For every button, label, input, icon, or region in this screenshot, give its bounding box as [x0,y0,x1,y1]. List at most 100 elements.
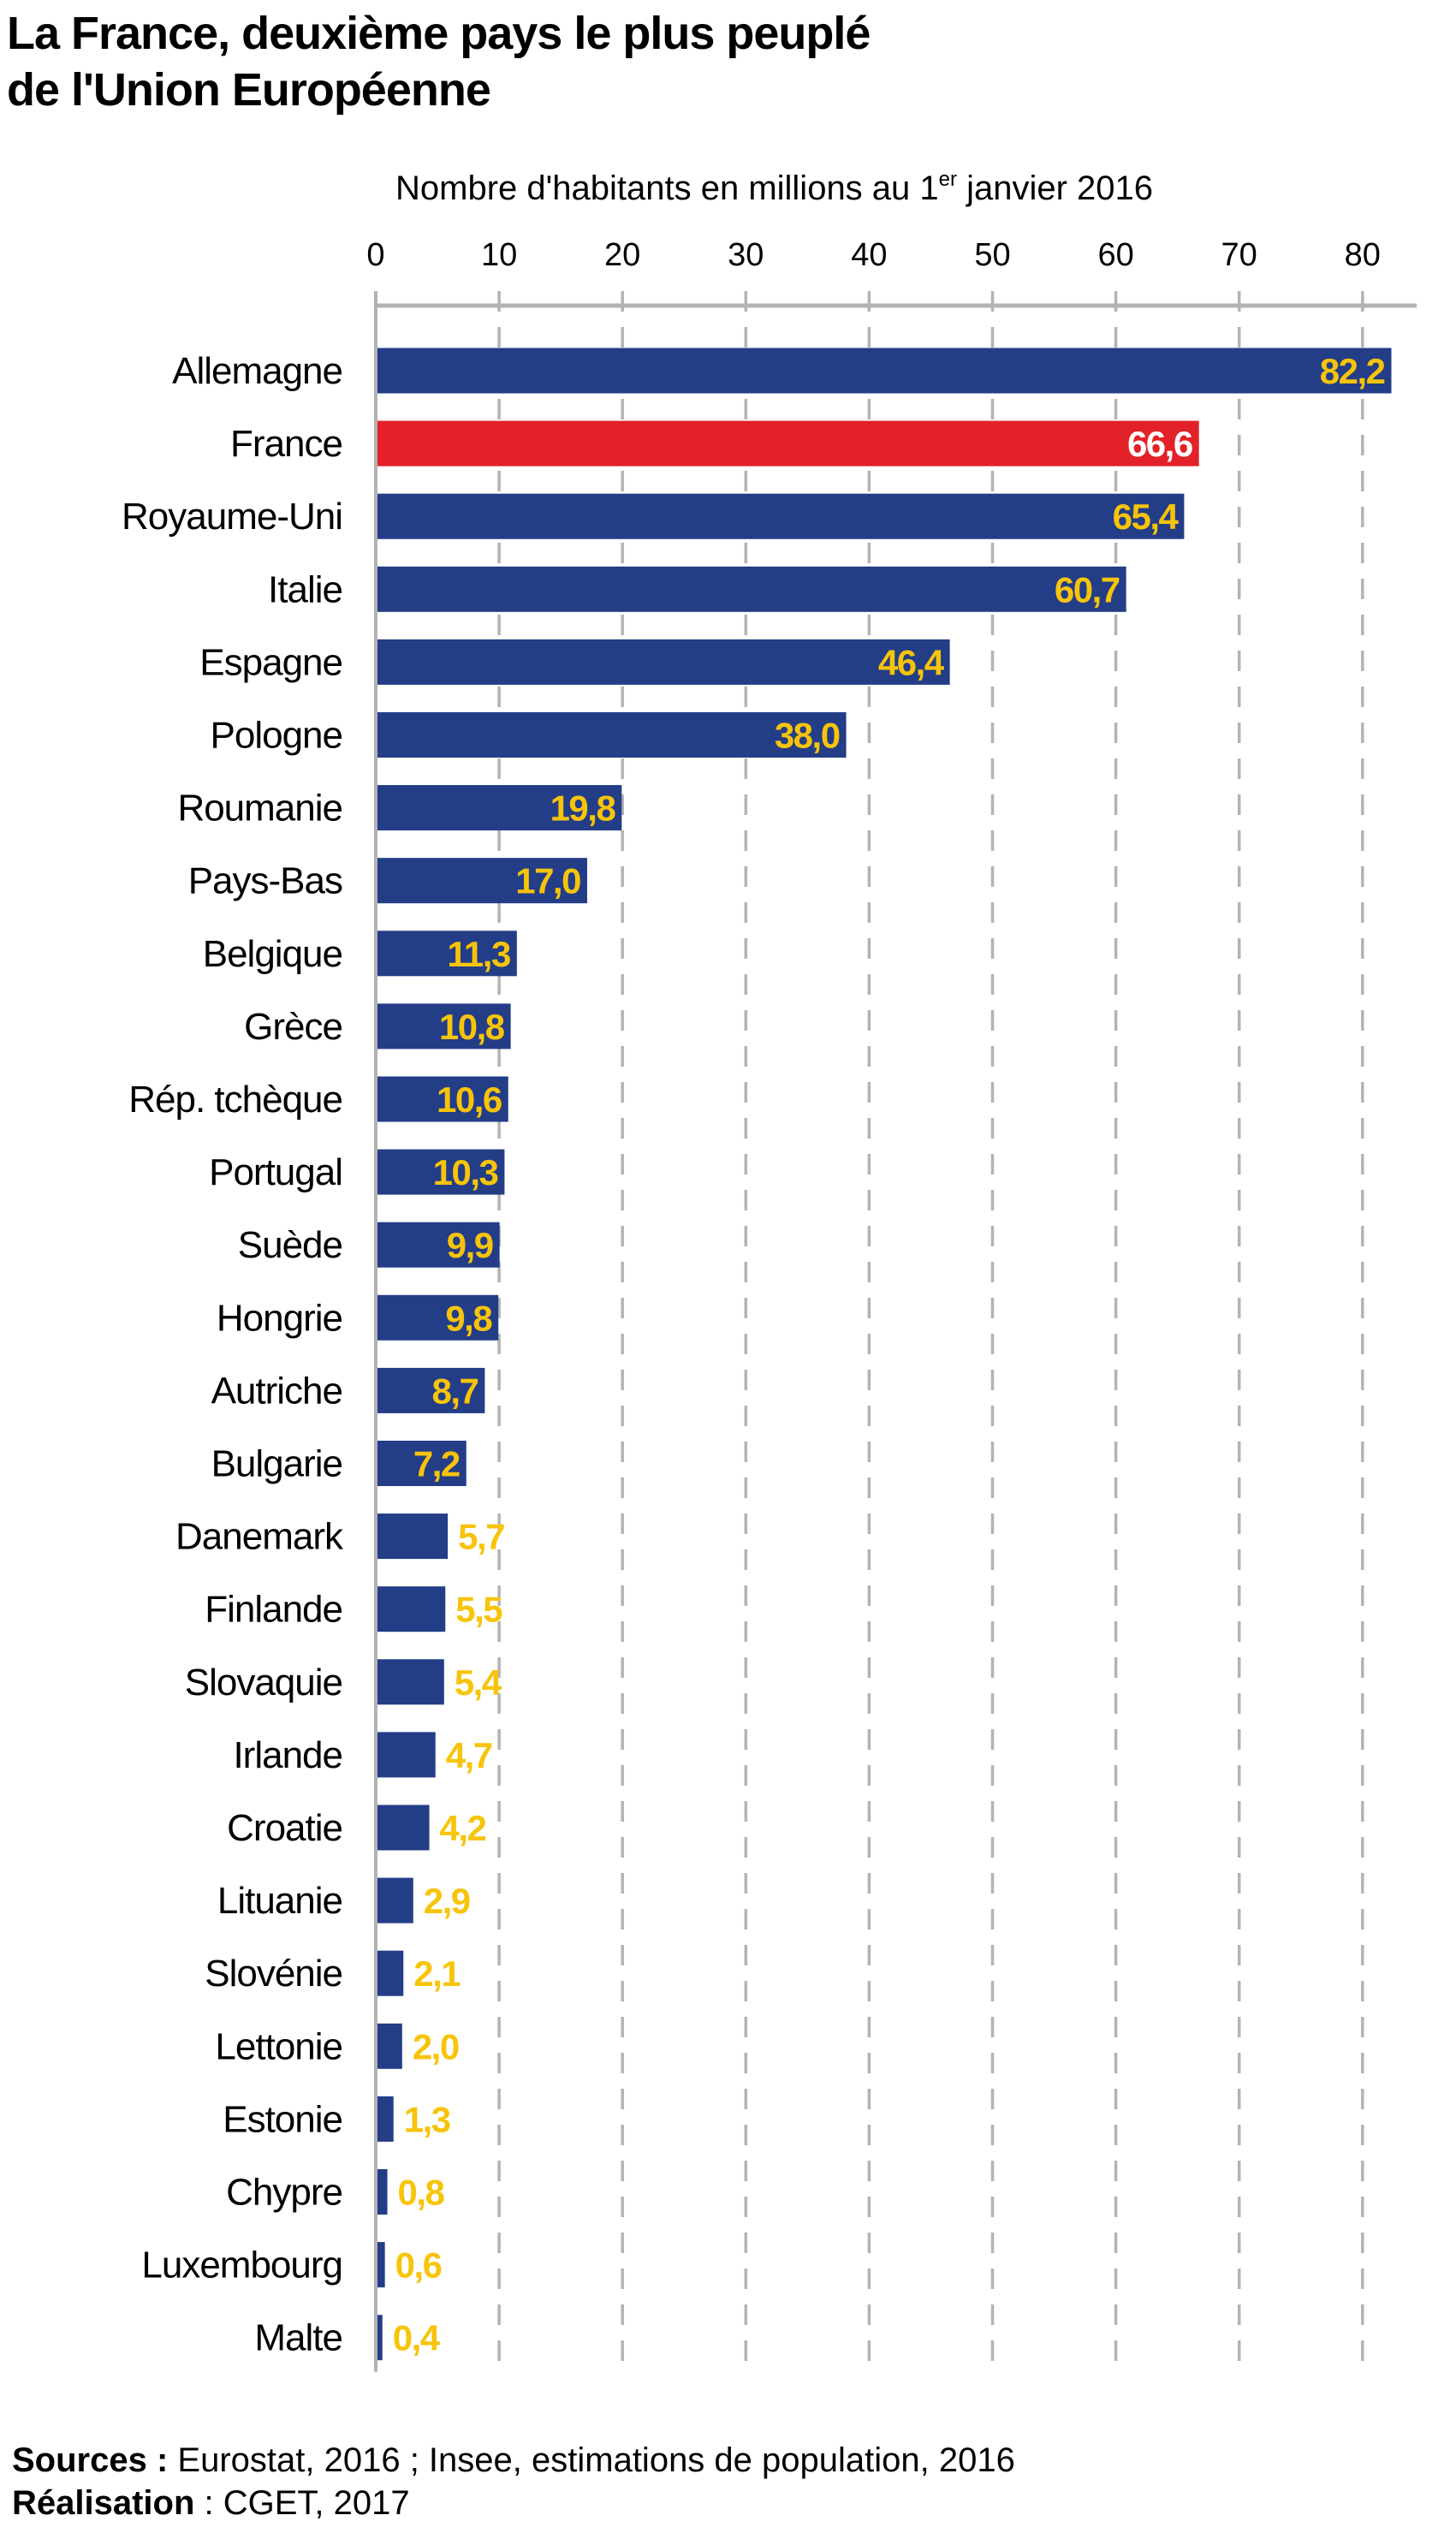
bar-24 [377,2096,394,2142]
x-tick-label-40: 40 [851,237,887,273]
value-label-14: 8,7 [431,1371,478,1411]
bar-20 [377,1805,430,1851]
chart-title-line-2: de l'Union Européenne [7,64,491,116]
bar-14 [377,1367,485,1413]
category-label-15: Bulgarie [211,1443,342,1485]
bar-chart: 0 10 20 30 40 50 60 70 80 Allemagne 82,2 France 66,6… [122,237,1417,2372]
value-label-27: 0,4 [393,2318,441,2358]
bar-6 [377,785,622,831]
x-tick-label-0: 0 [366,237,384,273]
category-label-6: Roumanie [177,788,342,829]
category-label-7: Pays-Bas [188,860,342,902]
category-label-0: Allemagne [172,350,342,392]
x-axis-title-text-end: janvier 2016 [957,169,1154,207]
bar-25 [377,2169,388,2215]
value-label-25: 0,8 [398,2173,445,2213]
category-label-24: Estonie [223,2098,342,2140]
x-tick-label-60: 60 [1097,237,1133,273]
category-label-22: Slovénie [205,1953,342,1995]
value-label-10: 10,6 [437,1079,502,1120]
bar-23 [377,2023,402,2069]
category-label-4: Espagne [199,641,342,683]
category-label-2: Royaume-Uni [122,496,342,538]
bar-12 [377,1222,500,1268]
category-label-9: Grèce [244,1006,342,1048]
realisation-text: : CGET, 2017 [194,2484,410,2522]
x-axis-title-superscript: er [938,168,957,191]
category-label-11: Portugal [209,1151,342,1193]
bar-2 [377,493,1185,539]
value-label-3: 60,7 [1055,569,1120,609]
category-label-14: Autriche [211,1370,342,1412]
bar-11 [377,1149,505,1195]
x-axis-title-text: Nombre d'habitants en millions au 1 [395,169,939,207]
value-label-8: 11,3 [447,934,510,974]
value-label-6: 19,8 [550,788,616,829]
bar-17 [377,1586,446,1632]
sources-note: Sources : Eurostat, 2016 ; Insee, estima… [12,2441,1015,2480]
value-label-13: 9,8 [445,1298,492,1338]
bar-10 [377,1076,508,1122]
bar-0 [377,348,1392,394]
bar-21 [377,1877,413,1924]
value-label-23: 2,0 [413,2026,459,2066]
category-label-26: Luxembourg [141,2245,342,2286]
category-label-1: France [230,423,342,465]
bar-15 [377,1441,467,1486]
value-label-22: 2,1 [413,1953,461,1994]
x-tick-label-50: 50 [974,237,1010,273]
x-tick-label-10: 10 [481,237,517,273]
category-label-12: Suède [238,1224,342,1266]
value-label-12: 9,9 [447,1225,493,1265]
value-label-20: 4,2 [440,1808,486,1848]
value-label-15: 7,2 [413,1444,460,1484]
x-tick-label-20: 20 [604,237,640,273]
value-label-11: 10,3 [433,1152,498,1192]
category-label-5: Pologne [211,715,342,757]
category-label-25: Chypre [226,2172,342,2214]
category-label-13: Hongrie [217,1297,342,1339]
value-label-4: 46,4 [878,642,945,682]
value-label-5: 38,0 [775,716,840,756]
value-label-1: 66,6 [1127,424,1192,464]
value-label-2: 65,4 [1113,496,1180,537]
value-label-24: 1,3 [404,2099,450,2139]
sources-text: Eurostat, 2016 ; Insee, estimations de p… [168,2441,1015,2479]
bar-18 [377,1659,444,1705]
sources-label: Sources : [12,2441,169,2479]
x-tick-label-80: 80 [1345,237,1381,273]
category-label-19: Irlande [233,1734,342,1776]
value-label-17: 5,5 [455,1590,502,1630]
chart-title-line-1: La France, deuxième pays le plus peuplé [7,8,871,59]
category-label-27: Malte [254,2317,342,2359]
bar-16 [377,1513,449,1560]
category-label-21: Lituanie [217,1880,342,1922]
bar-13 [377,1294,499,1341]
bar-8 [377,931,517,977]
realisation-label: Réalisation [12,2484,195,2522]
value-label-19: 4,7 [446,1735,492,1775]
value-label-26: 0,6 [395,2245,442,2286]
bar-4 [377,639,950,685]
chart-title: La France, deuxième pays le plus peuplé … [7,5,871,118]
category-label-18: Slovaquie [185,1662,342,1704]
bar-3 [377,566,1126,612]
value-label-7: 17,0 [515,861,580,901]
bar-19 [377,1732,436,1778]
bar-26 [377,2242,385,2288]
category-label-3: Italie [268,568,342,610]
category-label-10: Rép. tchèque [128,1079,342,1121]
value-label-9: 10,8 [439,1007,505,1047]
bar-1 [377,420,1199,467]
value-label-16: 5,7 [458,1517,504,1557]
category-label-17: Finlande [205,1589,342,1631]
value-label-18: 5,4 [455,1662,502,1703]
bar-5 [377,712,847,758]
bar-27 [377,2315,383,2361]
value-label-0: 82,2 [1320,351,1385,391]
x-tick-label-30: 30 [728,237,764,273]
category-label-20: Croatie [227,1807,342,1849]
category-label-23: Lettonie [215,2025,342,2067]
bar-9 [377,1003,511,1049]
category-label-8: Belgique [203,933,342,975]
